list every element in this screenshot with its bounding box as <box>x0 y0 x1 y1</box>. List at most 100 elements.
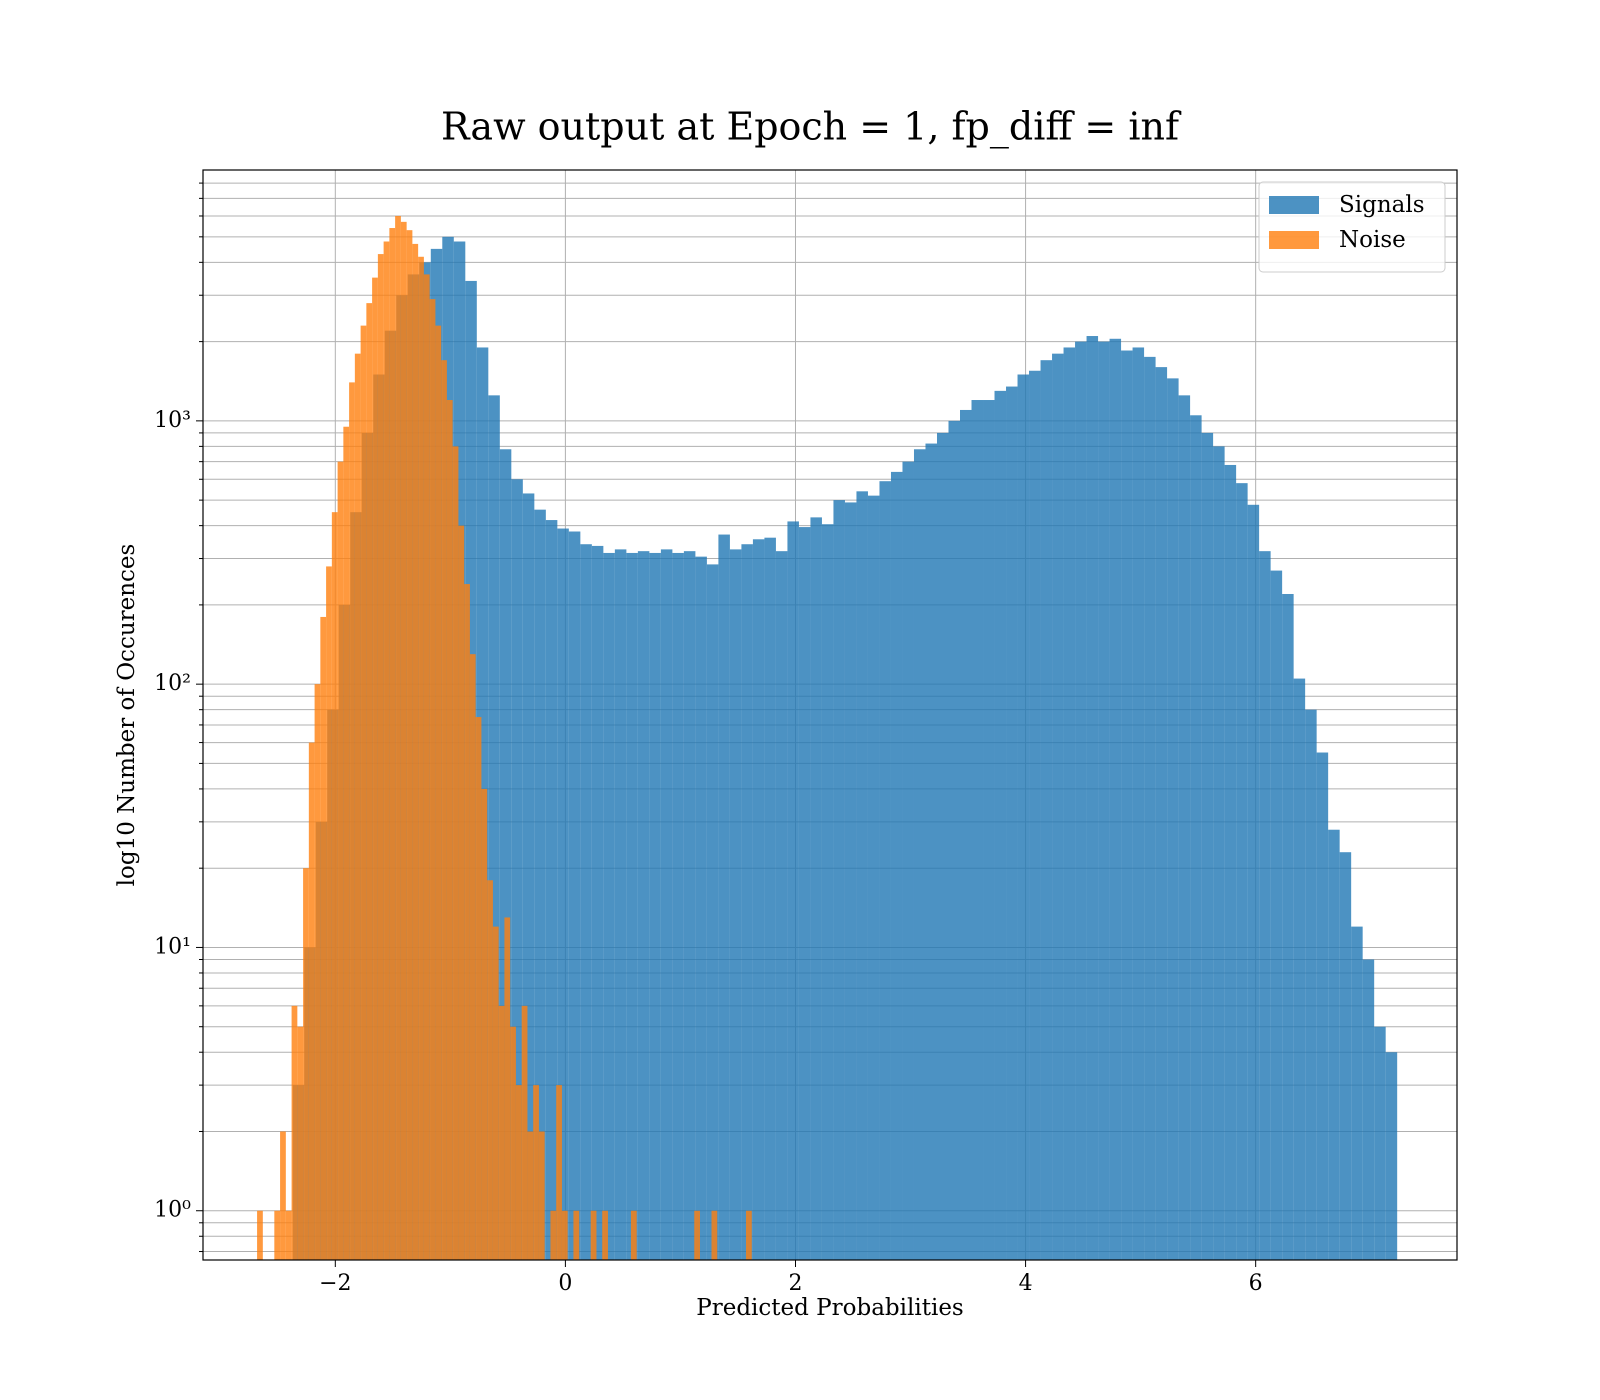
histogram-bar <box>475 717 482 1260</box>
histogram-bar <box>591 545 604 1260</box>
histogram-bar <box>718 534 730 1260</box>
histogram-bar <box>936 432 949 1260</box>
x-axis-label: Predicted Probabilities <box>696 1295 964 1321</box>
legend-swatch <box>1269 196 1319 214</box>
legend-label: Noise <box>1339 227 1406 253</box>
histogram-bar <box>741 544 753 1260</box>
histogram-bar <box>550 1210 557 1260</box>
histogram-bar <box>1282 593 1294 1260</box>
histogram-bar <box>1063 347 1076 1260</box>
histogram-bar <box>499 449 512 1260</box>
histogram-bar <box>1247 504 1260 1260</box>
histogram-bar <box>925 443 937 1260</box>
histogram-bar <box>1144 356 1156 1260</box>
histogram-bar <box>481 788 488 1260</box>
histogram-bar <box>1305 709 1317 1260</box>
histogram-bar <box>337 461 344 1260</box>
histogram-bar <box>1385 1052 1398 1260</box>
y-axis-label: log10 Number of Occurences <box>114 544 140 887</box>
histogram-bar <box>637 551 650 1260</box>
x-tick-label: 0 <box>558 1271 572 1296</box>
histogram-bar <box>511 479 523 1260</box>
histogram-bar <box>660 549 673 1260</box>
histogram-bar <box>590 1210 597 1260</box>
histogram-bar <box>458 525 465 1260</box>
histogram-bar <box>383 241 390 1260</box>
histogram-bar <box>314 684 321 1260</box>
histogram-bar <box>1052 353 1064 1260</box>
histogram-bar <box>630 1210 637 1260</box>
histogram-bar <box>557 528 569 1260</box>
histogram-bar <box>372 277 378 1260</box>
histogram-bar <box>1201 432 1214 1260</box>
histogram-bar <box>360 325 367 1260</box>
x-tick-label: 4 <box>1019 1271 1033 1296</box>
histogram-bar <box>561 1210 568 1260</box>
histogram-bar <box>510 1026 516 1260</box>
histogram-bar <box>775 551 788 1260</box>
histogram-bar <box>406 230 413 1260</box>
histogram-bar <box>568 531 581 1260</box>
histogram-bar <box>521 1005 528 1260</box>
histogram-bar <box>890 471 903 1260</box>
histogram-bar <box>971 400 984 1260</box>
histogram-bar <box>297 1026 304 1260</box>
histogram-bar <box>1259 551 1271 1260</box>
histogram-bar <box>377 254 384 1260</box>
histogram-bar <box>1374 1026 1386 1260</box>
histogram-bar <box>303 868 309 1260</box>
histogram-bar <box>389 228 396 1260</box>
histogram-bar <box>492 926 499 1260</box>
histogram-bar <box>395 215 401 1260</box>
histogram-bar <box>533 1085 539 1260</box>
axes-frame <box>202 169 1458 1261</box>
histogram-bar <box>603 552 615 1260</box>
x-tick-label: 2 <box>788 1271 802 1296</box>
histogram-bar <box>879 481 891 1260</box>
histogram-bar <box>515 1085 522 1260</box>
histogram-bar <box>1029 370 1041 1260</box>
histogram-bar <box>504 917 511 1260</box>
histogram-bar <box>948 420 961 1260</box>
histogram-bar <box>435 325 442 1260</box>
legend-label: Signals <box>1339 192 1425 218</box>
histogram-bar <box>1293 678 1306 1260</box>
histogram-bar <box>412 243 419 1260</box>
histogram-bar <box>1006 386 1018 1260</box>
histogram-bar <box>1316 752 1329 1260</box>
histogram-bar <box>291 1005 298 1260</box>
y-tick-label: 10² <box>154 671 191 696</box>
histogram-bar <box>1270 570 1283 1260</box>
histogram-bar <box>1236 483 1248 1260</box>
histogram-bar <box>534 509 546 1260</box>
histogram-bar <box>257 1210 263 1260</box>
x-tick-label: −2 <box>319 1271 351 1296</box>
histogram-bar <box>983 400 995 1260</box>
histogram-bar <box>545 520 558 1260</box>
histogram-bar <box>821 524 834 1260</box>
histogram-bar <box>1224 464 1237 1260</box>
histogram-bar <box>464 584 470 1260</box>
chart-title: Raw output at Epoch = 1, fp_diff = inf <box>441 105 1182 150</box>
histogram-bar <box>1155 367 1168 1260</box>
histogram-bar <box>1040 360 1053 1260</box>
histogram-bar <box>1075 341 1087 1260</box>
histogram-bar <box>1109 338 1122 1260</box>
histogram-bar <box>423 274 430 1260</box>
histogram-bar <box>1213 446 1225 1260</box>
histogram-bar <box>349 382 355 1260</box>
histogram-bar <box>810 517 822 1260</box>
histogram-bar <box>527 1131 534 1260</box>
histogram-bar <box>833 500 845 1260</box>
histogram-bar <box>1328 829 1340 1260</box>
y-tick-label: 10¹ <box>154 934 191 959</box>
histogram-bar <box>683 551 696 1260</box>
histogram-bar <box>1190 415 1202 1260</box>
histogram-bar <box>1178 395 1191 1260</box>
y-tick-label: 10⁰ <box>154 1198 191 1223</box>
histogram-bar <box>913 449 926 1260</box>
histogram-bar <box>280 1131 286 1260</box>
histogram-bar <box>798 527 811 1260</box>
histogram-bar <box>285 1210 292 1260</box>
